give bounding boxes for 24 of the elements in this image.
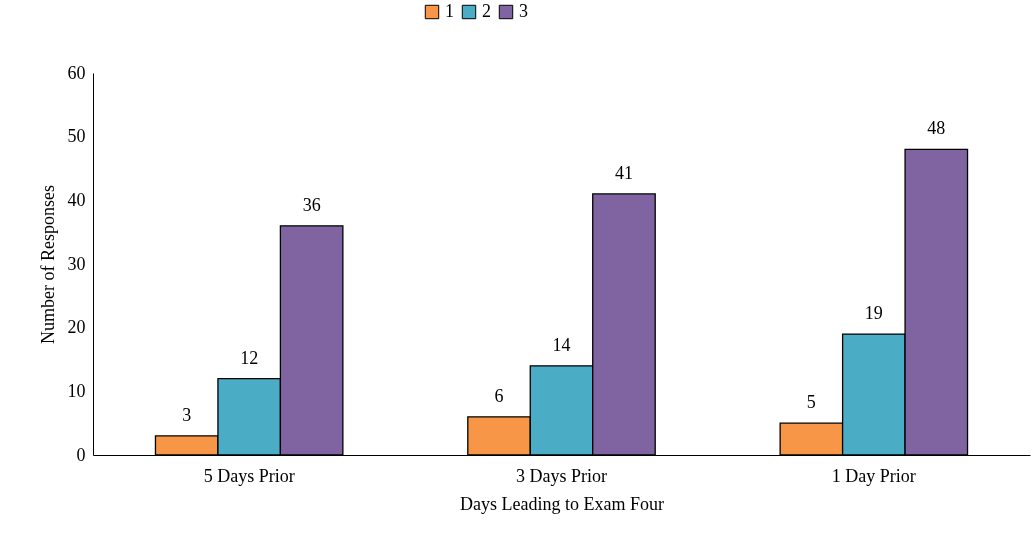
- y-tick-label: 20: [67, 317, 86, 338]
- y-tick-label: 50: [67, 126, 86, 147]
- data-label: 36: [302, 194, 321, 215]
- data-label: 48: [927, 118, 946, 139]
- y-tick-label: 10: [67, 380, 86, 401]
- data-label: 5: [806, 392, 816, 413]
- data-label: 6: [494, 385, 504, 406]
- legend-label: 3: [519, 1, 528, 21]
- data-label: 3: [182, 404, 192, 425]
- x-tick-label: 5 Days Prior: [203, 465, 295, 486]
- x-tick-label: 3 Days Prior: [516, 465, 607, 486]
- data-label: 14: [552, 334, 571, 355]
- data-label: 41: [614, 162, 633, 183]
- x-axis-title: Days Leading to Exam Four: [460, 493, 664, 514]
- y-tick-label: 60: [67, 62, 86, 83]
- x-tick-label: 1 Day Prior: [831, 465, 916, 486]
- y-tick-label: 30: [67, 253, 86, 274]
- legend-label: 1: [445, 1, 454, 21]
- legend-label: 2: [482, 1, 491, 21]
- y-tick-label: 0: [76, 444, 86, 465]
- y-tick-label: 40: [67, 189, 86, 210]
- data-label: 12: [240, 347, 259, 368]
- data-label: 19: [864, 303, 883, 324]
- y-axis-title: Number of Responses: [37, 185, 58, 344]
